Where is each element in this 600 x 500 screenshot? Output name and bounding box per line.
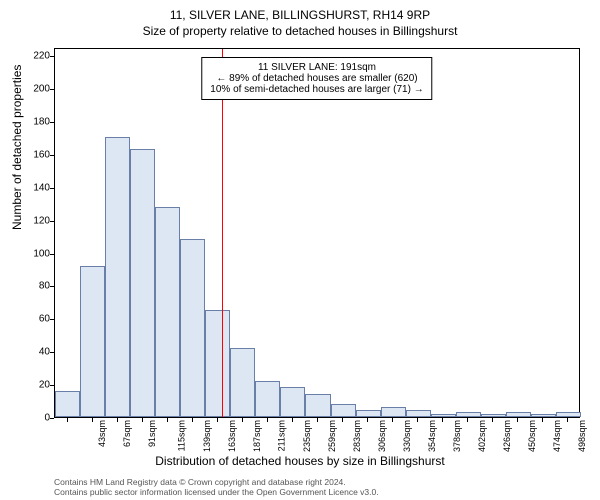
- marker-line: [222, 49, 223, 417]
- histogram-bar: [55, 391, 80, 417]
- y-tick-label: 140: [20, 182, 50, 193]
- histogram-bar: [305, 394, 330, 417]
- y-tick-label: 200: [20, 84, 50, 95]
- y-tick-mark: [50, 89, 54, 90]
- footer-line1: Contains HM Land Registry data © Crown c…: [54, 477, 379, 487]
- histogram-bar: [331, 404, 356, 417]
- y-tick-mark: [50, 122, 54, 123]
- x-tick-label: 43sqm: [97, 420, 107, 447]
- x-tick-label: 402sqm: [477, 420, 487, 452]
- x-tick-label: 259sqm: [327, 420, 337, 452]
- y-tick-mark: [50, 352, 54, 353]
- histogram-bar: [280, 387, 305, 417]
- y-tick-mark: [50, 188, 54, 189]
- y-tick-label: 220: [20, 51, 50, 62]
- x-tick-label: 378sqm: [452, 420, 462, 452]
- histogram-bar: [506, 412, 531, 417]
- x-tick-mark: [392, 418, 393, 422]
- x-axis-label: Distribution of detached houses by size …: [0, 454, 600, 468]
- x-tick-label: 354sqm: [427, 420, 437, 452]
- x-tick-label: 67sqm: [122, 420, 132, 447]
- y-tick-mark: [50, 221, 54, 222]
- x-tick-mark: [242, 418, 243, 422]
- x-tick-mark: [317, 418, 318, 422]
- x-tick-mark: [92, 418, 93, 422]
- histogram-bar: [556, 412, 581, 417]
- y-tick-mark: [50, 418, 54, 419]
- y-tick-mark: [50, 286, 54, 287]
- histogram-bar: [180, 239, 205, 417]
- histogram-bar: [431, 414, 456, 417]
- y-tick-label: 60: [20, 314, 50, 325]
- x-tick-mark: [342, 418, 343, 422]
- x-tick-mark: [142, 418, 143, 422]
- histogram-bar: [105, 137, 130, 417]
- x-tick-label: 139sqm: [202, 420, 212, 452]
- y-tick-label: 20: [20, 380, 50, 391]
- x-tick-mark: [517, 418, 518, 422]
- y-tick-label: 160: [20, 149, 50, 160]
- y-tick-label: 40: [20, 347, 50, 358]
- y-tick-label: 0: [20, 413, 50, 424]
- y-tick-mark: [50, 254, 54, 255]
- y-tick-label: 80: [20, 281, 50, 292]
- x-tick-mark: [367, 418, 368, 422]
- x-tick-label: 235sqm: [302, 420, 312, 452]
- y-tick-mark: [50, 385, 54, 386]
- annotation-line3: 10% of semi-detached houses are larger (…: [210, 84, 423, 95]
- histogram-bar: [381, 407, 406, 417]
- x-tick-mark: [67, 418, 68, 422]
- x-tick-label: 187sqm: [252, 420, 262, 452]
- x-tick-label: 450sqm: [527, 420, 537, 452]
- y-tick-mark: [50, 319, 54, 320]
- x-tick-mark: [492, 418, 493, 422]
- histogram-bar: [130, 149, 155, 417]
- x-tick-mark: [567, 418, 568, 422]
- x-tick-mark: [442, 418, 443, 422]
- x-tick-mark: [217, 418, 218, 422]
- x-tick-label: 91sqm: [147, 420, 157, 447]
- x-tick-label: 211sqm: [276, 420, 286, 451]
- footer-attribution: Contains HM Land Registry data © Crown c…: [54, 477, 379, 497]
- x-tick-label: 115sqm: [176, 420, 186, 451]
- y-tick-label: 180: [20, 117, 50, 128]
- histogram-bar: [481, 414, 506, 417]
- histogram-bar: [531, 414, 556, 417]
- chart-plot-area: 11 SILVER LANE: 191sqm ← 89% of detached…: [54, 48, 580, 418]
- x-tick-mark: [542, 418, 543, 422]
- x-tick-label: 283sqm: [352, 420, 362, 452]
- x-tick-label: 306sqm: [377, 420, 387, 452]
- x-tick-mark: [267, 418, 268, 422]
- y-tick-label: 120: [20, 215, 50, 226]
- x-tick-mark: [117, 418, 118, 422]
- annotation-box: 11 SILVER LANE: 191sqm ← 89% of detached…: [201, 57, 432, 100]
- histogram-bar: [406, 410, 431, 417]
- x-tick-mark: [467, 418, 468, 422]
- histogram-bar: [205, 310, 230, 417]
- x-tick-label: 163sqm: [227, 420, 237, 452]
- histogram-bar: [255, 381, 280, 417]
- histogram-bar: [356, 410, 381, 417]
- y-tick-mark: [50, 155, 54, 156]
- x-tick-mark: [167, 418, 168, 422]
- x-tick-mark: [192, 418, 193, 422]
- x-tick-mark: [292, 418, 293, 422]
- chart-title-sub: Size of property relative to detached ho…: [0, 22, 600, 38]
- x-tick-label: 426sqm: [502, 420, 512, 452]
- x-tick-mark: [417, 418, 418, 422]
- y-tick-mark: [50, 56, 54, 57]
- annotation-line2: ← 89% of detached houses are smaller (62…: [210, 73, 423, 84]
- chart-title-main: 11, SILVER LANE, BILLINGSHURST, RH14 9RP: [0, 0, 600, 22]
- footer-line2: Contains public sector information licen…: [54, 487, 379, 497]
- histogram-bar: [80, 266, 105, 417]
- histogram-bar: [230, 348, 255, 417]
- y-tick-label: 100: [20, 248, 50, 259]
- histogram-bar: [155, 207, 180, 417]
- annotation-line1: 11 SILVER LANE: 191sqm: [210, 62, 423, 73]
- x-tick-label: 498sqm: [577, 420, 587, 452]
- x-tick-label: 474sqm: [552, 420, 562, 452]
- x-tick-label: 330sqm: [402, 420, 412, 452]
- histogram-bar: [456, 412, 481, 417]
